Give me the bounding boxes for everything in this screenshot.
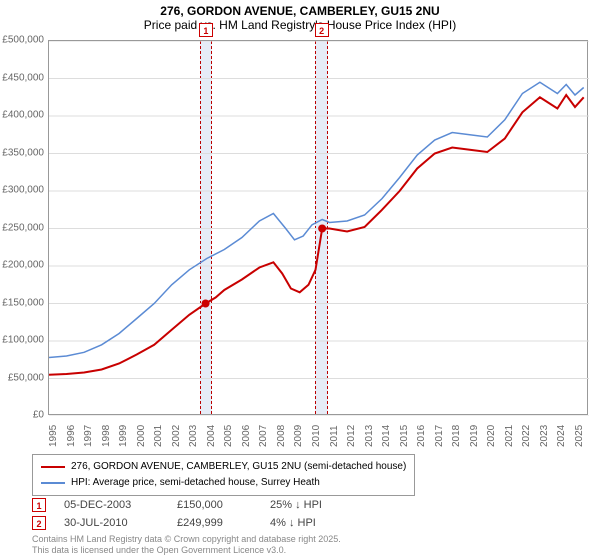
sale-delta: 25% ↓ HPI — [270, 499, 322, 511]
x-tick-label: 2018 — [451, 425, 462, 447]
y-axis: £0£50,000£100,000£150,000£200,000£250,00… — [0, 40, 48, 415]
x-tick-label: 1997 — [83, 425, 94, 447]
y-tick-label: £200,000 — [2, 260, 44, 271]
x-tick-label: 2000 — [136, 425, 147, 447]
band-marker-icon: 1 — [199, 23, 213, 37]
x-tick-label: 1999 — [118, 425, 129, 447]
series-line — [49, 82, 584, 357]
x-tick-label: 2020 — [486, 425, 497, 447]
sale-delta: 4% ↓ HPI — [270, 517, 316, 529]
legend-label: 276, GORDON AVENUE, CAMBERLEY, GU15 2NU … — [71, 459, 406, 475]
x-tick-label: 2003 — [188, 425, 199, 447]
y-tick-label: £500,000 — [2, 35, 44, 46]
y-tick-label: £50,000 — [8, 372, 44, 383]
sale-price: £150,000 — [177, 499, 252, 511]
footer-line-1: Contains HM Land Registry data © Crown c… — [32, 534, 341, 545]
sale-row: 2 30-JUL-2010 £249,999 4% ↓ HPI — [32, 514, 322, 532]
legend: 276, GORDON AVENUE, CAMBERLEY, GU15 2NU … — [32, 454, 415, 496]
x-tick-label: 2013 — [364, 425, 375, 447]
series-line — [49, 95, 584, 375]
y-tick-label: £0 — [33, 410, 44, 421]
x-tick-label: 2002 — [171, 425, 182, 447]
sale-date: 05-DEC-2003 — [64, 499, 159, 511]
x-tick-label: 2024 — [556, 425, 567, 447]
x-tick-label: 2023 — [539, 425, 550, 447]
y-tick-label: £100,000 — [2, 335, 44, 346]
chart-svg — [49, 41, 589, 416]
footer-attribution: Contains HM Land Registry data © Crown c… — [32, 534, 341, 556]
y-tick-label: £150,000 — [2, 297, 44, 308]
legend-item: HPI: Average price, semi-detached house,… — [41, 475, 406, 491]
x-tick-label: 1995 — [48, 425, 59, 447]
title-line-1: 276, GORDON AVENUE, CAMBERLEY, GU15 2NU — [0, 4, 600, 18]
sale-point-icon — [202, 300, 210, 308]
x-tick-label: 2016 — [416, 425, 427, 447]
x-tick-label: 2014 — [381, 425, 392, 447]
x-tick-label: 2012 — [346, 425, 357, 447]
x-tick-label: 1998 — [101, 425, 112, 447]
chart-plot-area: 12 — [48, 40, 588, 415]
x-tick-label: 2004 — [206, 425, 217, 447]
sale-row: 1 05-DEC-2003 £150,000 25% ↓ HPI — [32, 496, 322, 514]
x-tick-label: 2008 — [276, 425, 287, 447]
y-tick-label: £300,000 — [2, 185, 44, 196]
footer-line-2: This data is licensed under the Open Gov… — [32, 545, 341, 556]
sale-marker-icon: 2 — [32, 516, 46, 530]
x-tick-label: 2006 — [241, 425, 252, 447]
x-tick-label: 2010 — [311, 425, 322, 447]
x-tick-label: 2009 — [293, 425, 304, 447]
x-tick-label: 2015 — [399, 425, 410, 447]
y-tick-label: £400,000 — [2, 110, 44, 121]
x-tick-label: 2007 — [258, 425, 269, 447]
sale-point-icon — [318, 225, 326, 233]
title-line-2: Price paid vs. HM Land Registry's House … — [0, 18, 600, 32]
legend-label: HPI: Average price, semi-detached house,… — [71, 475, 320, 491]
x-tick-label: 2005 — [223, 425, 234, 447]
x-tick-label: 2025 — [574, 425, 585, 447]
x-axis: 1995 1996 1997 1998 1999 2000 2001 2002 2003 2004… — [48, 415, 588, 455]
x-tick-label: 2022 — [521, 425, 532, 447]
x-tick-label: 1996 — [66, 425, 77, 447]
sale-price: £249,999 — [177, 517, 252, 529]
x-tick-label: 2011 — [329, 425, 340, 447]
y-tick-label: £350,000 — [2, 147, 44, 158]
sale-date: 30-JUL-2010 — [64, 517, 159, 529]
sale-marker-icon: 1 — [32, 498, 46, 512]
sales-table: 1 05-DEC-2003 £150,000 25% ↓ HPI 2 30-JU… — [32, 496, 322, 532]
legend-swatch — [41, 482, 65, 484]
chart-title: 276, GORDON AVENUE, CAMBERLEY, GU15 2NU … — [0, 0, 600, 34]
y-tick-label: £450,000 — [2, 72, 44, 83]
band-marker-icon: 2 — [315, 23, 329, 37]
legend-item: 276, GORDON AVENUE, CAMBERLEY, GU15 2NU … — [41, 459, 406, 475]
x-tick-label: 2001 — [153, 425, 164, 447]
legend-swatch — [41, 466, 65, 468]
y-tick-label: £250,000 — [2, 222, 44, 233]
x-tick-label: 2019 — [469, 425, 480, 447]
x-tick-label: 2021 — [504, 425, 515, 447]
x-tick-label: 2017 — [434, 425, 445, 447]
